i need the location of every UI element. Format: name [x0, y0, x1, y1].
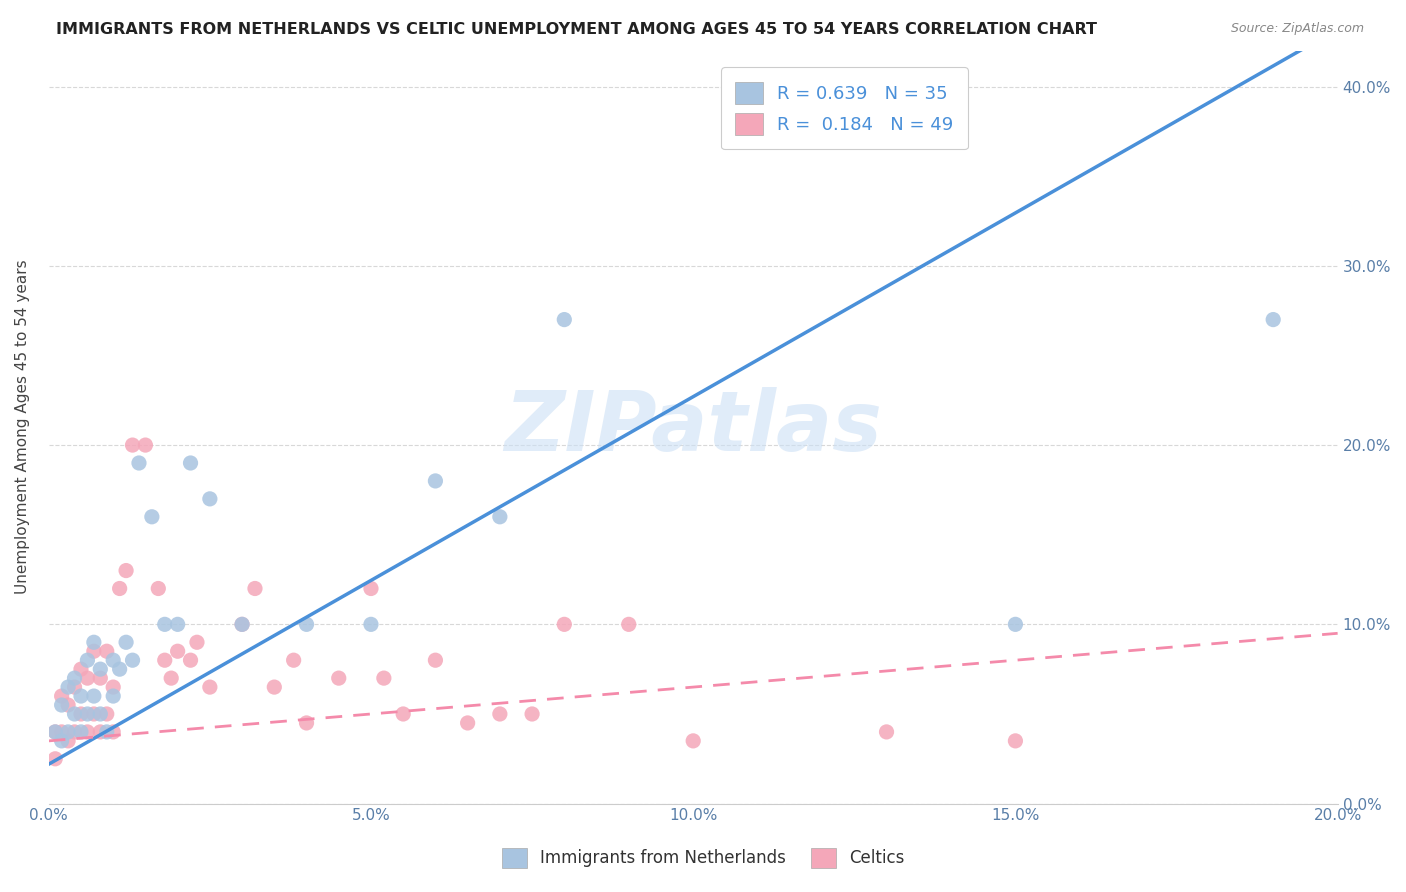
Point	[89, 725, 111, 739]
Point	[295, 617, 318, 632]
Point	[682, 734, 704, 748]
Point	[51, 689, 73, 703]
Point	[44, 752, 66, 766]
Point	[553, 617, 575, 632]
Point	[70, 662, 93, 676]
Point	[425, 474, 447, 488]
Point	[360, 617, 382, 632]
Point	[70, 725, 93, 739]
Point	[876, 725, 898, 739]
Point	[63, 680, 86, 694]
Point	[83, 706, 105, 721]
Point	[96, 706, 118, 721]
Point	[63, 725, 86, 739]
Point	[617, 617, 640, 632]
Point	[63, 671, 86, 685]
Point	[108, 662, 131, 676]
Point	[103, 680, 125, 694]
Point	[44, 725, 66, 739]
Point	[115, 564, 138, 578]
Point	[76, 725, 98, 739]
Point	[425, 653, 447, 667]
Point	[392, 706, 415, 721]
Legend: Immigrants from Netherlands, Celtics: Immigrants from Netherlands, Celtics	[495, 841, 911, 875]
Point	[373, 671, 395, 685]
Point	[263, 680, 285, 694]
Point	[89, 662, 111, 676]
Point	[103, 689, 125, 703]
Point	[103, 653, 125, 667]
Point	[520, 706, 543, 721]
Point	[153, 653, 176, 667]
Point	[56, 680, 79, 694]
Point	[44, 725, 66, 739]
Point	[198, 491, 221, 506]
Point	[141, 509, 163, 524]
Point	[56, 698, 79, 712]
Point	[489, 509, 512, 524]
Point	[121, 438, 143, 452]
Y-axis label: Unemployment Among Ages 45 to 54 years: Unemployment Among Ages 45 to 54 years	[15, 260, 30, 594]
Legend: R = 0.639   N = 35, R =  0.184   N = 49: R = 0.639 N = 35, R = 0.184 N = 49	[721, 67, 967, 149]
Point	[56, 734, 79, 748]
Point	[489, 706, 512, 721]
Point	[115, 635, 138, 649]
Point	[121, 653, 143, 667]
Point	[51, 725, 73, 739]
Point	[76, 653, 98, 667]
Point	[457, 715, 479, 730]
Point	[128, 456, 150, 470]
Point	[83, 644, 105, 658]
Point	[328, 671, 350, 685]
Point	[51, 698, 73, 712]
Point	[360, 582, 382, 596]
Point	[51, 734, 73, 748]
Point	[295, 715, 318, 730]
Point	[153, 617, 176, 632]
Point	[166, 617, 188, 632]
Point	[76, 671, 98, 685]
Point	[134, 438, 156, 452]
Point	[70, 706, 93, 721]
Point	[1263, 312, 1285, 326]
Point	[96, 725, 118, 739]
Point	[76, 706, 98, 721]
Point	[108, 582, 131, 596]
Point	[103, 725, 125, 739]
Point	[1004, 617, 1026, 632]
Point	[56, 725, 79, 739]
Point	[231, 617, 253, 632]
Point	[63, 706, 86, 721]
Point	[83, 689, 105, 703]
Point	[148, 582, 170, 596]
Point	[180, 456, 202, 470]
Point	[166, 644, 188, 658]
Point	[89, 671, 111, 685]
Point	[89, 706, 111, 721]
Text: IMMIGRANTS FROM NETHERLANDS VS CELTIC UNEMPLOYMENT AMONG AGES 45 TO 54 YEARS COR: IMMIGRANTS FROM NETHERLANDS VS CELTIC UN…	[56, 22, 1097, 37]
Point	[186, 635, 208, 649]
Point	[243, 582, 266, 596]
Point	[70, 689, 93, 703]
Point	[198, 680, 221, 694]
Point	[231, 617, 253, 632]
Point	[96, 644, 118, 658]
Point	[283, 653, 305, 667]
Point	[1004, 734, 1026, 748]
Text: Source: ZipAtlas.com: Source: ZipAtlas.com	[1230, 22, 1364, 36]
Point	[160, 671, 183, 685]
Point	[553, 312, 575, 326]
Point	[180, 653, 202, 667]
Text: ZIPatlas: ZIPatlas	[505, 386, 882, 467]
Point	[83, 635, 105, 649]
